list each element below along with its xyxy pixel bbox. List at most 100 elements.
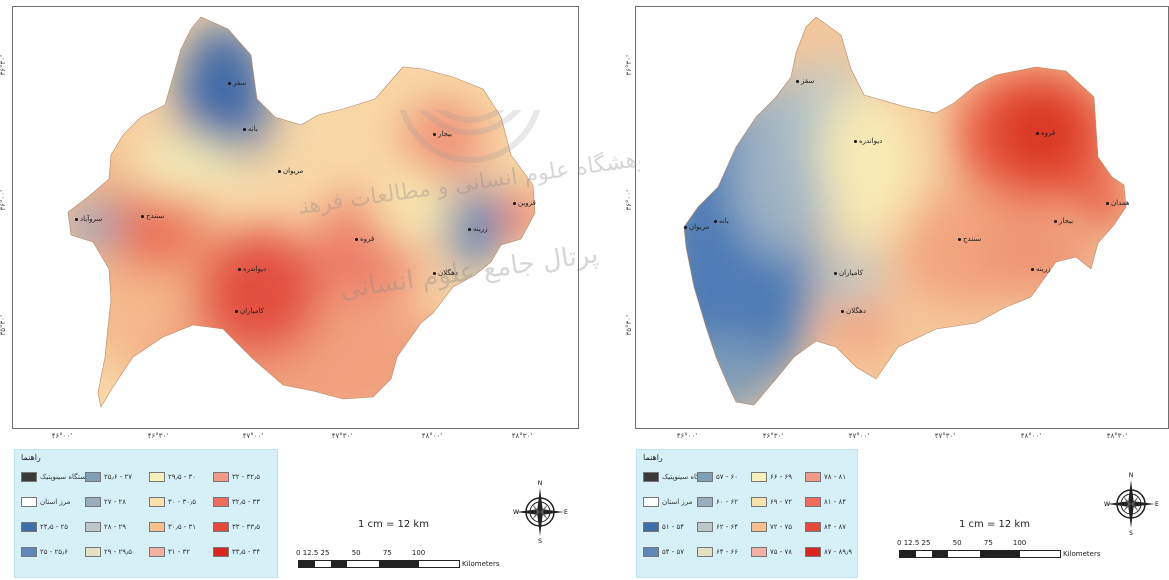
- legend-item: ۵۴ - ۵۷: [643, 547, 684, 557]
- legend-item: ۸۷ - ۸۹٫۹: [805, 547, 852, 557]
- legend-swatch: [149, 547, 165, 557]
- legend-label: ۸۱ - ۸۴: [824, 498, 847, 506]
- place-label: زرینه: [1031, 265, 1051, 273]
- place-label: کامیاران: [834, 269, 863, 277]
- lat-tick-label: ۳۶°۰۰': [625, 190, 633, 211]
- lon-tick-label: ۴۸°۳۰': [1106, 432, 1128, 440]
- legend-swatch: [751, 497, 767, 507]
- scale-unit: Kilometers: [1063, 550, 1101, 558]
- place-label: مریوان: [278, 167, 303, 175]
- legend-swatch: [805, 497, 821, 507]
- legend-label: مرز استان: [662, 498, 693, 506]
- scale-unit: Kilometers: [462, 560, 500, 568]
- legend-swatch: [85, 547, 101, 557]
- legend-item: ۲۴٫۵ - ۲۵: [21, 522, 68, 532]
- place-label: کامیاران: [235, 307, 264, 315]
- lat-tick-label: ۳۶°۰۰': [0, 190, 7, 211]
- lon-tick-label: ۴۸°۰۰': [421, 432, 443, 440]
- lon-tick-label: ۴۷°۰۰': [242, 432, 264, 440]
- legend-label: مرز استان: [40, 498, 71, 506]
- legend-item: ۲۹٫۵ - ۳۰: [149, 472, 196, 482]
- legend-swatch: [149, 497, 165, 507]
- lon-tick-label: ۴۶°۰۰': [51, 432, 73, 440]
- legend-swatch: [21, 522, 37, 532]
- lon-tick-label: ۴۷°۰۰': [848, 432, 870, 440]
- legend-label: ۵۷ - ۶۰: [716, 473, 739, 481]
- legend-item: ۳۲٫۵ - ۳۳: [213, 497, 260, 507]
- legend-item: ۵۱ - ۵۴: [643, 522, 684, 532]
- compass-n: N: [1129, 472, 1134, 479]
- legend-swatch: [751, 547, 767, 557]
- compass-s: S: [1129, 530, 1133, 536]
- legend-label: ۸۴ - ۸۷: [824, 523, 847, 531]
- place-label: سنندج: [958, 235, 981, 243]
- legend-item: ۶۴ - ۶۶: [697, 547, 738, 557]
- place-label: دهگلان: [841, 307, 866, 315]
- map-legend: راهنما ایستگاه سینوپتیک ۲۵٫۶ - ۲۷ ۲۹٫۵ - ۳…: [14, 449, 278, 578]
- place-label: بانه: [714, 217, 729, 225]
- legend-swatch: [697, 472, 713, 482]
- legend-label: ۲۵٫۶ - ۲۷: [104, 473, 133, 481]
- legend-item: ۷۵ - ۷۸: [751, 547, 792, 557]
- legend-item: ۲۵٫۶ - ۲۷: [85, 472, 132, 482]
- place-label: سقز: [796, 77, 814, 85]
- lat-tick-label: ۳۵°۳۰': [625, 315, 633, 336]
- legend-item: ایستگاه سینوپتیک: [21, 472, 90, 482]
- legend-label: ۶۲ - ۶۴: [716, 523, 739, 531]
- legend-swatch: [85, 522, 101, 532]
- legend-label: ۷۵ - ۷۸: [770, 548, 793, 556]
- lon-tick-label: ۴۷°۳۰': [331, 432, 353, 440]
- place-label: زرینه: [468, 225, 488, 233]
- legend-item: ۷۲ - ۷۵: [751, 522, 792, 532]
- legend-label: ۲۹ - ۲۹٫۵: [104, 548, 133, 556]
- map-surface: [67, 16, 536, 408]
- legend-swatch: [805, 522, 821, 532]
- place-label: دیواندره: [854, 137, 882, 145]
- lat-tick-label: ۳۶°۳۰': [625, 55, 633, 76]
- legend-swatch: [751, 472, 767, 482]
- legend-item: ایستگاه سینوپتیک: [643, 472, 712, 482]
- map-panel-left: سقز بانه مریوان سنندج سروآباد دیواندره ک…: [0, 0, 580, 580]
- legend-item: ۶۶ - ۶۹: [751, 472, 792, 482]
- legend-item: ۸۱ - ۸۴: [805, 497, 846, 507]
- legend-item: ۶۹ - ۷۲: [751, 497, 792, 507]
- scale-numbers: 0 12.5 25 50 75 100: [897, 539, 1027, 547]
- map-legend: راهنما ایستگاه سینوپتیک ۵۷ - ۶۰ ۶۶ - ۶۹ ۷۸ …: [636, 449, 858, 578]
- legend-swatch: [21, 547, 37, 557]
- legend-item: ۳۲ - ۳۲٫۵: [213, 472, 260, 482]
- place-label: دیواندره: [238, 265, 266, 273]
- lon-tick-label: ۴۸°۳۰': [511, 432, 533, 440]
- legend-label: ۵۱ - ۵۴: [662, 523, 685, 531]
- legend-label: ایستگاه سینوپتیک: [662, 473, 713, 481]
- legend-label: ۸۷ - ۸۹٫۹: [824, 548, 853, 556]
- legend-item: ۷۸ - ۸۱: [805, 472, 846, 482]
- legend-swatch: [805, 472, 821, 482]
- scale-numbers: 0 12.5 25 50 75 100: [296, 549, 426, 557]
- place-label: سروآباد: [75, 215, 102, 223]
- legend-item: ۳۳٫۵ - ۳۴: [213, 547, 260, 557]
- legend-swatch: [213, 497, 229, 507]
- legend-swatch: [697, 497, 713, 507]
- legend-swatch: [149, 472, 165, 482]
- north-arrow-icon: N S W E: [512, 478, 568, 548]
- legend-item: ۵۷ - ۶۰: [697, 472, 738, 482]
- legend-swatch: [643, 547, 659, 557]
- legend-label: ۲۵ - ۲۵٫۶: [40, 548, 69, 556]
- legend-label: ۶۶ - ۶۹: [770, 473, 793, 481]
- scale-bar: [899, 550, 1061, 558]
- legend-swatch: [213, 522, 229, 532]
- legend-swatch: [85, 472, 101, 482]
- legend-item: ۲۷ - ۲۸: [85, 497, 126, 507]
- lat-tick-label: ۳۵°۳۰': [0, 315, 7, 336]
- compass-n: N: [538, 480, 543, 487]
- legend-item: ۳۰ - ۳۰٫۵: [149, 497, 196, 507]
- place-label: دهگلان: [433, 269, 458, 277]
- legend-swatch: [697, 522, 713, 532]
- map-surface: [683, 16, 1127, 406]
- legend-item: ۲۹ - ۲۹٫۵: [85, 547, 132, 557]
- compass-s: S: [538, 538, 542, 544]
- legend-label: ۶۹ - ۷۲: [770, 498, 793, 506]
- legend-label: ۵۴ - ۵۷: [662, 548, 685, 556]
- legend-item: ۶۲ - ۶۴: [697, 522, 738, 532]
- legend-label: ۳۱ - ۳۲: [168, 548, 191, 556]
